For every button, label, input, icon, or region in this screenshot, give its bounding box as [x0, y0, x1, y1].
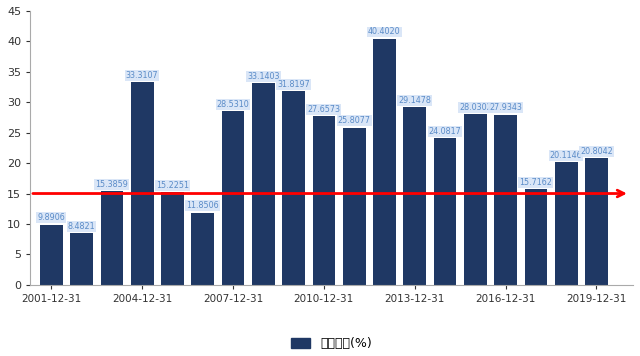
Text: 40.4020: 40.4020: [368, 27, 401, 37]
Bar: [100, 191, 124, 285]
Bar: [343, 128, 365, 285]
Text: 27.9343: 27.9343: [489, 103, 522, 112]
Bar: [70, 233, 93, 285]
Text: 15.7162: 15.7162: [520, 178, 552, 187]
Text: 9.8906: 9.8906: [37, 213, 65, 222]
Bar: [161, 192, 184, 285]
Text: 15.2251: 15.2251: [156, 181, 189, 190]
Bar: [464, 114, 486, 285]
Text: 31.8197: 31.8197: [277, 80, 310, 89]
Bar: [221, 111, 244, 285]
Text: 15.3859: 15.3859: [95, 180, 128, 189]
Bar: [403, 108, 426, 285]
Text: 28.0302: 28.0302: [459, 103, 492, 112]
Text: 20.1146: 20.1146: [550, 151, 582, 160]
Bar: [555, 162, 577, 285]
Text: 20.8042: 20.8042: [580, 147, 613, 156]
Bar: [191, 213, 214, 285]
Text: 25.8077: 25.8077: [338, 116, 371, 125]
Text: 11.8506: 11.8506: [186, 201, 219, 210]
Text: 24.0817: 24.0817: [429, 127, 461, 136]
Text: 27.6573: 27.6573: [307, 105, 340, 114]
Text: 33.1403: 33.1403: [247, 72, 280, 81]
Legend: 货币资金(%): 货币资金(%): [286, 332, 377, 355]
Bar: [373, 39, 396, 285]
Bar: [494, 115, 517, 285]
Text: 29.1478: 29.1478: [398, 96, 431, 105]
Bar: [282, 91, 305, 285]
Bar: [252, 83, 275, 285]
Text: 28.5310: 28.5310: [216, 100, 250, 109]
Bar: [131, 82, 154, 285]
Bar: [312, 116, 335, 285]
Bar: [585, 158, 608, 285]
Text: 8.4821: 8.4821: [68, 222, 95, 231]
Bar: [40, 225, 63, 285]
Text: 33.3107: 33.3107: [126, 70, 159, 80]
Bar: [525, 189, 547, 285]
Bar: [434, 138, 456, 285]
